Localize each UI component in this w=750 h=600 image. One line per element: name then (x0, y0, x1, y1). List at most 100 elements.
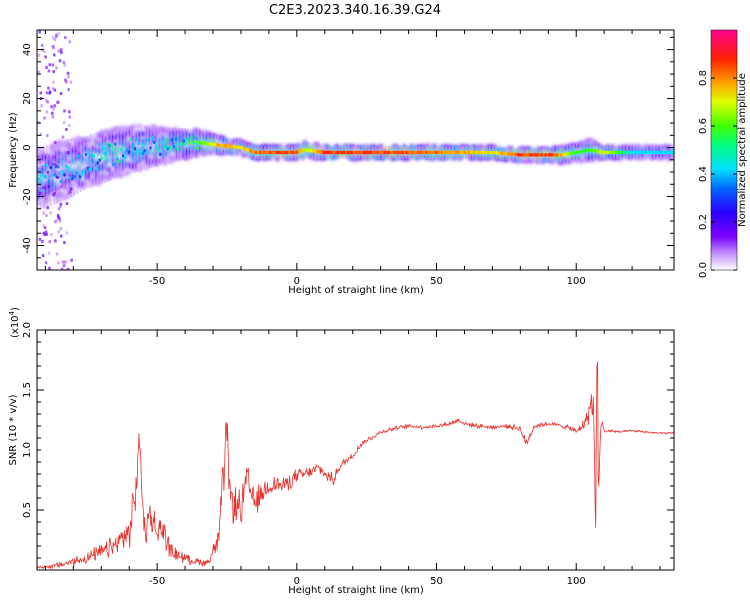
spectrogram-halo (76, 137, 79, 194)
spectrogram-noise-cell (52, 70, 55, 74)
spectrogram-noise-cell (59, 234, 63, 238)
spectrogram-noise-cell (55, 32, 58, 36)
spectrogram-core-cell (59, 180, 62, 184)
spectrogram-noise-cell (52, 36, 55, 40)
spectrogram-noise-cell (47, 69, 51, 73)
x-tick-label: 0 (294, 576, 300, 587)
spectrogram-noise-cell (59, 227, 63, 231)
spectrogram-cell (87, 173, 91, 179)
spectrogram-core-cell (137, 142, 140, 146)
x-tick-label: -50 (149, 576, 165, 587)
spectrogram-core-cell (370, 150, 373, 155)
spectrogram-cell (272, 144, 276, 149)
spectrogram-core-cell (350, 150, 354, 155)
spectrogram-core-cell (125, 148, 129, 152)
spectrogram-noise-cell (69, 190, 72, 194)
spectrogram-core-cell (253, 150, 256, 154)
spectrogram-core-cell (315, 149, 318, 154)
spectrogram-noise-cell (48, 266, 51, 270)
spectrogram-cell (422, 154, 426, 159)
spectrogram-core-cell (151, 136, 154, 140)
spectrogram-core-cell (208, 142, 211, 146)
spectrogram-core-cell (204, 141, 207, 146)
spectrogram-core-cell (632, 150, 635, 155)
spectrogram-halo (39, 147, 42, 210)
spectrogram-core-cell (67, 166, 70, 170)
spectrogram-core-cell (669, 150, 672, 155)
y-tick-label: 0.5 (22, 502, 33, 518)
spectrogram-cell (127, 144, 131, 149)
spectrogram-cell (311, 144, 316, 149)
spectrogram-core-cell (127, 150, 131, 154)
spectrogram-noise-cell (38, 202, 41, 206)
spectrogram-noise-cell (51, 111, 54, 115)
spectrogram-cell (104, 128, 108, 133)
spectrogram-cell (37, 178, 41, 183)
spectrogram-core-cell (194, 140, 197, 144)
spectrogram-core-cell (624, 150, 627, 155)
spectrogram-core-cell (650, 150, 653, 155)
spectrogram-core-cell (96, 161, 99, 165)
spectrogram-cell (121, 166, 125, 172)
spectrogram-core-cell (466, 150, 469, 155)
spectrogram-core-cell (493, 151, 496, 155)
spectrogram-core-cell (507, 152, 510, 156)
spectrogram-cell (161, 148, 165, 153)
spectrogram-core-cell (644, 150, 647, 155)
spectrogram-cell (527, 147, 531, 152)
spectrogram-core-cell (654, 150, 657, 155)
spectrogram-core-cell (143, 149, 146, 153)
spectrogram-core-cell (440, 150, 444, 155)
spectrogram-core-cell (544, 153, 547, 157)
spectrogram-noise-cell (70, 258, 73, 262)
spectrogram-y-axis-label: Frequency (Hz) (8, 112, 19, 188)
spectrogram-noise-cell (66, 151, 70, 155)
spectrogram-noise-cell (57, 49, 61, 53)
spectrogram-core-cell (90, 153, 93, 157)
spectrogram-cell (178, 136, 182, 141)
spectrogram-cell (516, 158, 520, 164)
spectrogram-core-cell (581, 149, 584, 153)
spectrogram-core-cell (129, 138, 133, 142)
spectrogram-core-cell (460, 150, 463, 155)
spectrogram-cell (70, 172, 74, 178)
spectrogram-noise-cell (63, 241, 66, 245)
spectrogram-halo (106, 128, 109, 182)
spectrogram-halo (69, 139, 72, 198)
spectrogram-core-cell (577, 150, 580, 154)
spectrogram-noise-cell (67, 75, 70, 79)
spectrogram-core-cell (153, 140, 156, 144)
spectrogram-core-cell (305, 148, 309, 152)
spectrogram-core-cell (217, 143, 221, 147)
spectrogram-cell (567, 148, 571, 153)
spectrogram-noise-cell (54, 160, 57, 164)
spectrogram-core-cell (192, 140, 195, 144)
spectrogram-noise-cell (38, 237, 42, 241)
spectrogram-cell (671, 156, 674, 161)
spectrogram-core-cell (565, 152, 569, 156)
spectrogram-core-cell (603, 150, 606, 155)
spectrogram-core-cell (172, 145, 176, 149)
spectrogram-noise-cell (42, 231, 46, 235)
spectrogram-cell (53, 150, 58, 156)
spectrogram-noise-cell (50, 233, 53, 237)
spectrogram-cell (107, 174, 111, 180)
spectrogram-core-cell (483, 150, 487, 155)
spectrogram-core-cell (225, 144, 228, 148)
y-tick-label: 1.0 (22, 442, 33, 458)
spectrogram-noise-cell (67, 88, 70, 92)
spectrogram-core-cell (501, 151, 504, 155)
spectrogram-core-cell (630, 150, 633, 155)
colorbar-gradient (710, 29, 738, 271)
spectrogram-core-cell (268, 150, 271, 155)
spectrogram-halo (82, 136, 86, 191)
spectrogram-halo (46, 145, 49, 207)
x-tick-label: 100 (567, 576, 586, 587)
spectrogram-halo (62, 140, 66, 201)
spectrogram-core-cell (360, 150, 363, 155)
spectrogram-core-cell (77, 154, 80, 158)
y-tick-label: 0 (22, 144, 33, 150)
spectrogram-halo (163, 126, 166, 165)
spectrogram-core-cell (388, 150, 391, 155)
spectrogram-core-cell (384, 150, 387, 155)
